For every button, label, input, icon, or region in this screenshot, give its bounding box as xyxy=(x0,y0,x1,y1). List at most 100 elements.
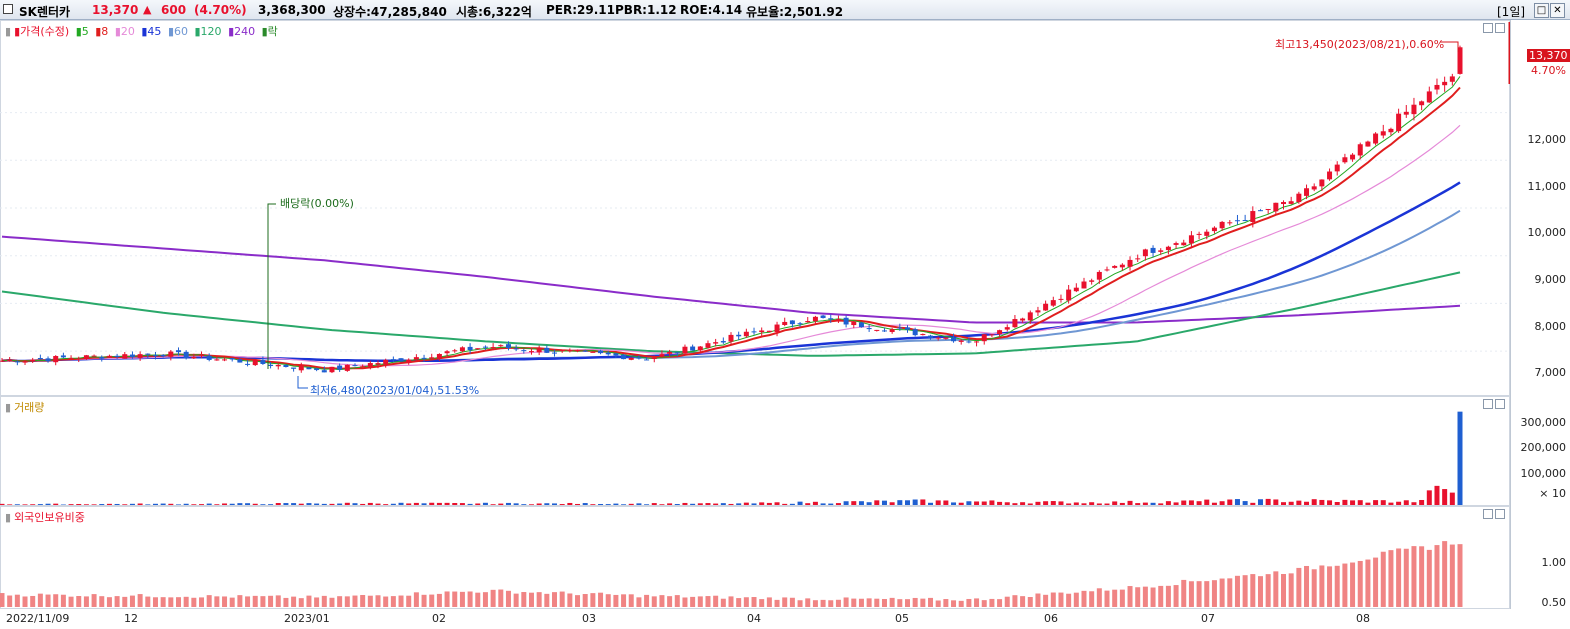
candle xyxy=(528,351,534,353)
y-tick: 8,000 xyxy=(1534,320,1567,333)
candle xyxy=(1411,104,1417,115)
foreign-ratio-bar xyxy=(835,599,841,607)
candle xyxy=(260,360,266,364)
maximize-button[interactable]: □ xyxy=(1534,3,1549,18)
foreign-ratio-bar xyxy=(1181,579,1187,607)
panel-minimize-button[interactable] xyxy=(1483,23,1493,33)
foreign-ratio-bar xyxy=(1304,565,1310,607)
legend-ma120[interactable]: ▮120 xyxy=(194,25,222,38)
volume-bar xyxy=(582,503,588,505)
foreign-ratio-bar xyxy=(820,599,826,607)
candle xyxy=(728,334,734,342)
foreign-ratio-bar xyxy=(1158,585,1164,607)
legend-foreign[interactable]: 외국인보유비중 xyxy=(14,511,85,524)
foreign-ratio-bar xyxy=(222,596,228,607)
foreign-ratio-bar xyxy=(1142,586,1148,607)
y-tick: 200,000 xyxy=(1520,441,1567,454)
volume-bar xyxy=(1380,500,1386,505)
volume-bar xyxy=(22,504,28,505)
foreign-ratio-bar xyxy=(1020,596,1026,607)
volume-bar xyxy=(928,502,934,505)
legend-marker-icon: ▮ xyxy=(5,25,12,38)
legend-ma240[interactable]: ▮240 xyxy=(228,25,256,38)
panel-minimize-button[interactable] xyxy=(1483,509,1493,519)
candle xyxy=(774,324,780,333)
legend-ma45[interactable]: ▮45 xyxy=(141,25,162,38)
volume-bar xyxy=(1104,503,1110,505)
foreign-ratio-bar xyxy=(797,600,803,607)
foreign-ratio-bar xyxy=(720,598,726,607)
legend-ex-dividend[interactable]: ▮락 xyxy=(261,25,278,38)
panel-close-button[interactable] xyxy=(1495,399,1505,409)
panel-minimize-button[interactable] xyxy=(1483,399,1493,409)
legend-ma8[interactable]: ▮8 xyxy=(95,25,109,38)
legend-volume[interactable]: 거래량 xyxy=(14,401,45,414)
ma8-line xyxy=(1,86,1461,370)
price-panel-controls xyxy=(1481,22,1505,36)
candle xyxy=(1357,144,1363,156)
trade-volume: 3,368,300 xyxy=(258,3,326,17)
foreign-ratio-bar xyxy=(697,596,703,607)
foreign-ratio-bar xyxy=(521,592,527,607)
legend-ma5[interactable]: ▮5 xyxy=(75,25,89,38)
foreign-ratio-bar xyxy=(659,595,665,607)
candle xyxy=(1004,327,1010,330)
y-tick: 300,000 xyxy=(1520,416,1567,429)
candle xyxy=(1403,111,1409,115)
volume-bar xyxy=(1304,501,1310,505)
panel-close-button[interactable] xyxy=(1495,509,1505,519)
foreign-ratio-bar xyxy=(83,596,89,607)
volume-bar xyxy=(1127,500,1133,505)
volume-bar xyxy=(329,503,335,505)
volume-bar xyxy=(559,504,565,505)
candle xyxy=(521,350,527,352)
foreign-ratio-bar xyxy=(751,597,757,607)
stock-name[interactable]: SK렌터카 xyxy=(19,5,71,19)
candle xyxy=(367,363,373,367)
volume-bar xyxy=(912,499,918,505)
panel-close-button[interactable] xyxy=(1495,23,1505,33)
foreign-ratio-bar xyxy=(1403,548,1409,607)
foreign-ratio-bar xyxy=(321,595,327,607)
volume-bar xyxy=(14,504,20,505)
x-tick: 08 xyxy=(1356,612,1370,625)
foreign-ratio-bar xyxy=(1096,588,1102,607)
foreign-ratio-bar xyxy=(1043,594,1049,607)
foreign-ratio-bar xyxy=(889,597,895,607)
volume-bar xyxy=(874,500,880,505)
foreign-ratio-bar xyxy=(912,597,918,607)
roe-value: ROE:4.14 xyxy=(680,3,743,17)
foreign-ratio-bar xyxy=(76,596,82,607)
foreign-ratio-bar xyxy=(298,598,304,607)
candle xyxy=(720,341,726,343)
foreign-ratio-bar xyxy=(490,589,496,607)
candle xyxy=(1250,211,1256,223)
close-button[interactable]: ✕ xyxy=(1550,3,1565,18)
volume-scale[interactable]: 300,000 200,000 100,000 × 10 xyxy=(1510,396,1570,506)
select-checkbox[interactable] xyxy=(3,4,13,14)
foreign-scale[interactable]: 1.00 0.50 xyxy=(1510,506,1570,609)
candle xyxy=(874,329,880,331)
volume-bar xyxy=(1250,502,1256,505)
volume-bar xyxy=(805,503,811,505)
stock-chart[interactable] xyxy=(0,0,1510,629)
volume-bar xyxy=(229,503,235,505)
foreign-ratio-bar xyxy=(1457,544,1463,607)
candle xyxy=(360,366,366,368)
price-scale[interactable]: 12,000 11,000 10,000 9,000 8,000 7,000 1… xyxy=(1510,20,1570,396)
foreign-ratio-bar xyxy=(45,594,51,607)
legend-ma20[interactable]: ▮20 xyxy=(114,25,135,38)
foreign-ratio-bar xyxy=(513,593,519,607)
volume-panel[interactable]: ▮ 거래량 xyxy=(0,396,1510,506)
y-tick: 100,000 xyxy=(1520,467,1567,480)
foreign-ratio-bar xyxy=(805,598,811,607)
volume-bar xyxy=(1288,501,1294,505)
period-selector[interactable]: [1일] xyxy=(1497,5,1526,19)
volume-bar xyxy=(129,503,135,505)
volume-bar xyxy=(1403,500,1409,505)
foreign-ratio-bar xyxy=(14,594,20,607)
legend-price[interactable]: ▮가격(수정) xyxy=(14,25,70,38)
foreign-ratio-bar xyxy=(943,599,949,607)
legend-ma60[interactable]: ▮60 xyxy=(167,25,188,38)
volume-bar xyxy=(1073,502,1079,505)
